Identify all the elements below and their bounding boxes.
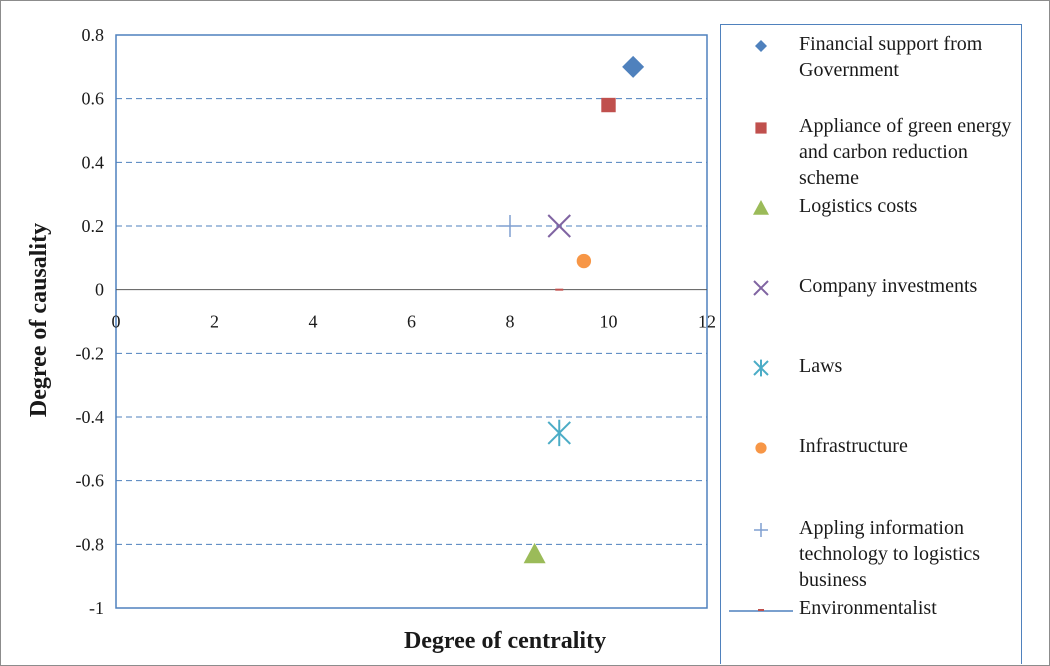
y-tick-label: -0.8 — [76, 534, 105, 554]
y-tick-label: 0.2 — [82, 216, 105, 236]
x-tick-label: 8 — [506, 312, 515, 332]
legend-marker — [753, 359, 769, 377]
y-tick-label: -0.2 — [76, 343, 105, 363]
legend-symbol — [753, 359, 769, 377]
legend-symbol — [755, 442, 767, 454]
legend-label: Appliance of green energy and carbon red… — [799, 115, 1012, 189]
plot-area — [115, 34, 708, 609]
legend-symbol — [754, 523, 768, 537]
x-tick-label: 6 — [407, 312, 416, 332]
y-tick-label: 0.6 — [82, 89, 105, 109]
x-tick-label: 4 — [309, 312, 318, 332]
data-point — [576, 253, 592, 269]
legend-symbol — [753, 280, 769, 296]
data-point — [523, 542, 546, 564]
x-axis-title: Degree of centrality — [404, 628, 606, 654]
legend-label: Infrastructure — [799, 435, 908, 457]
legend-marker — [729, 609, 793, 612]
legend-marker — [755, 442, 767, 454]
y-tick-label: 0.4 — [82, 152, 105, 172]
legend-marker — [754, 523, 768, 537]
y-tick-label: -0.6 — [76, 471, 105, 491]
data-point — [499, 215, 521, 237]
legend-marker — [755, 40, 767, 52]
data-point — [547, 214, 571, 238]
legend-marker — [753, 280, 769, 296]
legend-marker — [755, 122, 767, 134]
y-tick-label: 0.8 — [82, 25, 105, 45]
legend-label: Appling information technology to logist… — [799, 517, 981, 591]
x-tick-label: 12 — [698, 312, 716, 332]
legend-marker — [753, 200, 769, 215]
legend: Financial support from Government Applian… — [720, 24, 1022, 664]
legend-label: Logistics costs — [799, 195, 918, 217]
legend-label: Environmentalist — [799, 597, 937, 619]
x-tick-label: 0 — [112, 312, 121, 332]
x-tick-labels: 0 2 4 6 8 10 12 — [112, 312, 717, 332]
legend-symbol — [755, 122, 767, 134]
data-point — [547, 419, 571, 447]
x-tick-label: 2 — [210, 312, 219, 332]
data-point — [601, 97, 616, 113]
y-tick-label: -0.4 — [76, 407, 105, 427]
data-point — [622, 55, 645, 78]
y-tick-label: -1 — [89, 598, 104, 618]
x-tick-label: 10 — [600, 312, 618, 332]
y-axis-title: Degree of causality — [26, 223, 52, 417]
legend-label: Company investments — [799, 275, 978, 297]
y-tick-labels: 0.8 0.6 0.4 0.2 0 -0.2 -0.4 -0.6 -0.8 -1 — [76, 25, 105, 618]
data-points — [499, 55, 645, 564]
legend-symbol — [755, 40, 767, 52]
y-tick-label: 0 — [95, 280, 104, 300]
legend-symbol — [753, 200, 769, 215]
legend-label: Financial support from Government — [799, 33, 983, 81]
legend-label: Laws — [799, 355, 843, 377]
